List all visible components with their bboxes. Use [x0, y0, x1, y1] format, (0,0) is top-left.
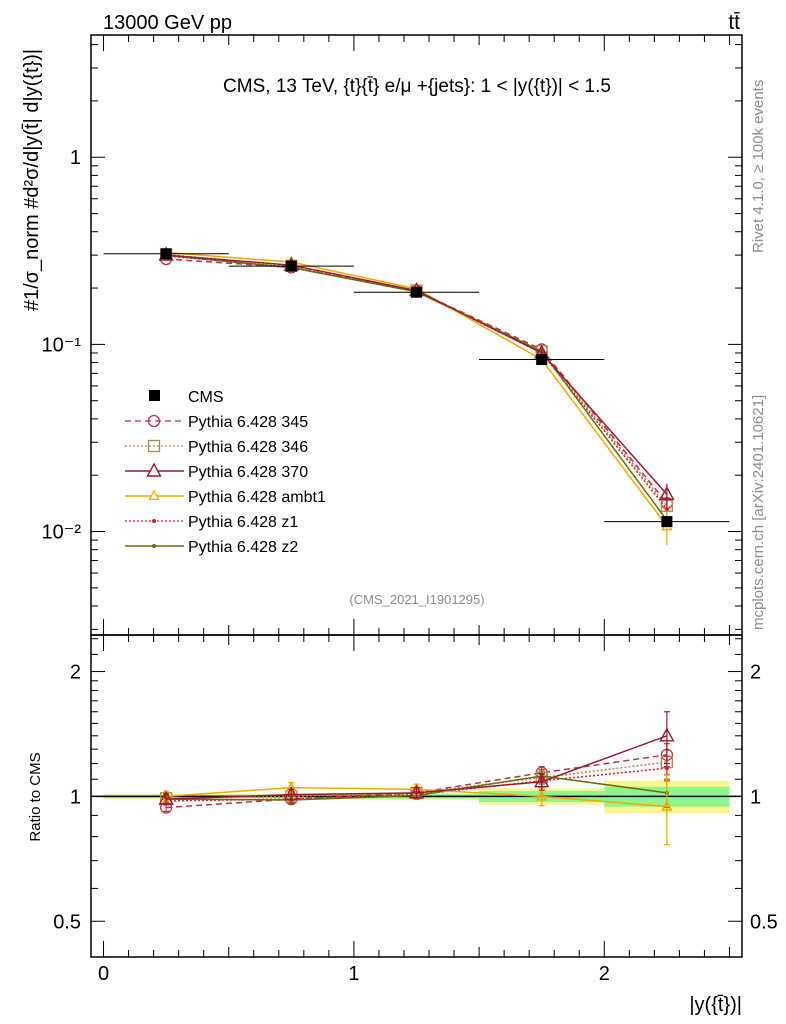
legend-label-cms: CMS	[188, 389, 224, 406]
main-y-tick-label: 10⁻¹	[42, 334, 82, 356]
marker-p370	[283, 786, 299, 801]
main-ylabel: #1/σ_norm #d²σ/d|y(t̄| d|y({t})|	[21, 49, 43, 311]
x-tick-label: 1	[348, 963, 359, 985]
energy-label: 13000 GeV pp	[103, 12, 232, 34]
legend-entry-z1: Pythia 6.428 z1	[125, 514, 298, 531]
ratio-ylabel: Ratio to CMS	[27, 752, 44, 841]
legend-entry-z2: Pythia 6.428 z2	[125, 539, 298, 556]
ratio-y-tick-label-left: 0.5	[53, 911, 81, 933]
legend-entry-cms: CMS	[149, 389, 224, 406]
legend-label-ambt1: Pythia 6.428 ambt1	[188, 489, 326, 506]
ratio-series-group	[158, 711, 675, 846]
marker-ambt1	[536, 790, 548, 801]
process-label: tt̄	[728, 11, 740, 34]
legend-entry-345: Pythia 6.428 345	[125, 414, 308, 431]
ratio-series-p370	[158, 711, 675, 806]
legend-entry-346: Pythia 6.428 346	[125, 439, 308, 456]
legend-entry-ambt1: Pythia 6.428 ambt1	[125, 489, 326, 506]
axis-ticks: 1 10⁻¹ 10⁻² 2 2 1 1 0.5 0.5 0 1 2	[42, 35, 778, 985]
ratio-y-tick-label-right: 2	[750, 662, 761, 684]
marker-z1	[664, 766, 669, 771]
legend-label-370: Pythia 6.428 370	[188, 464, 308, 481]
legend-marker-346	[147, 439, 161, 453]
main-series-group	[103, 246, 730, 545]
legend-marker-cms	[149, 390, 160, 401]
marker-p370	[659, 485, 675, 501]
marker-p370	[408, 784, 425, 799]
analysis-id: (CMS_2021_I1901295)	[349, 592, 484, 607]
legend-label-z2: Pythia 6.428 z2	[188, 539, 298, 556]
marker-p370	[659, 727, 675, 742]
cms-point	[285, 260, 297, 272]
legend-label-346: Pythia 6.428 346	[188, 439, 308, 456]
x-tick-label: 2	[599, 963, 610, 985]
rivet-version-label: Rivet 4.1.0, ≥ 100k events	[750, 80, 767, 253]
ratio-y-tick-label-left: 2	[70, 662, 81, 684]
legend-marker-z2	[152, 544, 156, 548]
x-axis-label: |y({t̄})|	[689, 994, 742, 1016]
marker-p370	[158, 790, 174, 805]
legend-marker-ambt1	[148, 489, 160, 501]
legend-marker-370	[146, 462, 162, 477]
mcplots-label: mcplots.cern.ch [arXiv:2401.10621]	[750, 395, 767, 630]
legend: CMS Pythia 6.428 345 Pythia 6.428 346 Py…	[125, 389, 326, 556]
legend-marker-345	[147, 414, 161, 428]
x-tick-label: 0	[98, 963, 109, 985]
plot-title: CMS, 13 TeV, {t}{t̄} e/μ +{jets}: 1 < |y…	[223, 76, 611, 97]
cms-point	[661, 516, 673, 528]
marker-p370	[534, 773, 550, 788]
ratio-y-tick-label-right: 0.5	[750, 911, 778, 933]
legend-label-z1: Pythia 6.428 z1	[188, 514, 298, 531]
ratio-plot-frame	[90, 634, 743, 958]
series-cms	[103, 248, 730, 528]
ratio-y-tick-label-right: 1	[750, 786, 761, 808]
cms-point	[536, 354, 548, 366]
cms-point	[411, 286, 422, 298]
ratio-y-tick-label-left: 1	[70, 786, 81, 808]
main-y-tick-label: 10⁻²	[42, 522, 82, 544]
main-y-tick-label: 1	[70, 147, 81, 169]
cms-point	[160, 248, 172, 260]
legend-label-345: Pythia 6.428 345	[188, 414, 308, 431]
marker-z1	[664, 506, 669, 511]
legend-entry-370: Pythia 6.428 370	[125, 462, 308, 481]
legend-marker-z1	[152, 519, 156, 523]
marker-ambt1	[661, 800, 673, 811]
